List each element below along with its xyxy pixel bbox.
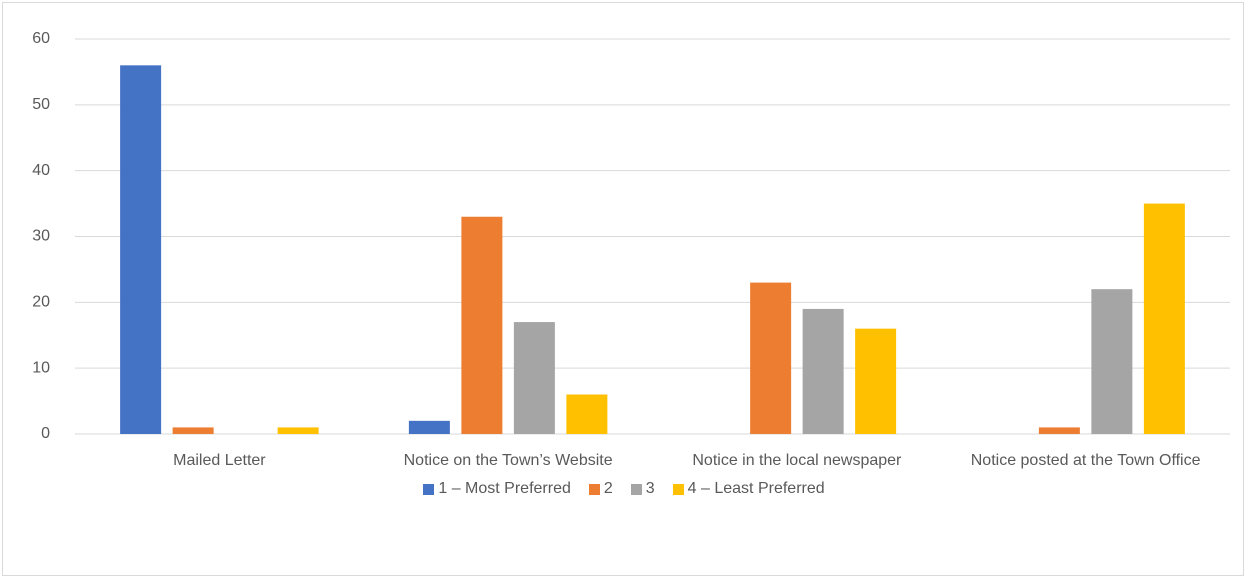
legend-item: 1 – Most Preferred [423,480,571,498]
x-tick-label: Notice on the Town’s Website [403,452,613,469]
legend-label: 3 [645,480,655,497]
y-tick-label: 50 [32,96,50,113]
bar [1143,203,1185,434]
legend-label: 1 – Most Preferred [438,480,571,497]
bar [461,216,503,434]
bar [120,65,162,434]
y-tick-label: 20 [32,294,50,311]
x-tick-label: Mailed Letter [173,452,266,469]
legend-item: 4 – Least Preferred [672,480,825,498]
legend-swatch [630,483,642,495]
bar [750,282,792,434]
legend-label: 2 [603,480,613,497]
y-tick-label: 60 [32,30,50,47]
legend-item: 2 [588,480,613,498]
y-tick-label: 10 [32,359,50,376]
legend: 1 – Most Preferred 2 3 4 – Least Preferred [0,480,1248,498]
bar [566,394,608,434]
legend-swatch [423,483,435,495]
x-tick-label: Notice in the local newspaper [692,452,902,469]
x-tick-label: Notice posted at the Town Office [970,452,1201,469]
legend-swatch [672,483,684,495]
bar [1091,289,1133,434]
legend-item: 3 [630,480,655,498]
bar [408,420,450,434]
legend-swatch [588,483,600,495]
y-tick-label: 40 [32,162,50,179]
legend-label: 4 – Least Preferred [687,480,825,497]
bar [855,328,897,434]
bar [172,427,214,434]
bar [1038,427,1080,434]
bar [802,308,844,434]
y-tick-label: 0 [41,425,50,442]
bar [513,322,555,434]
bar [277,427,319,434]
y-tick-label: 30 [32,228,50,245]
